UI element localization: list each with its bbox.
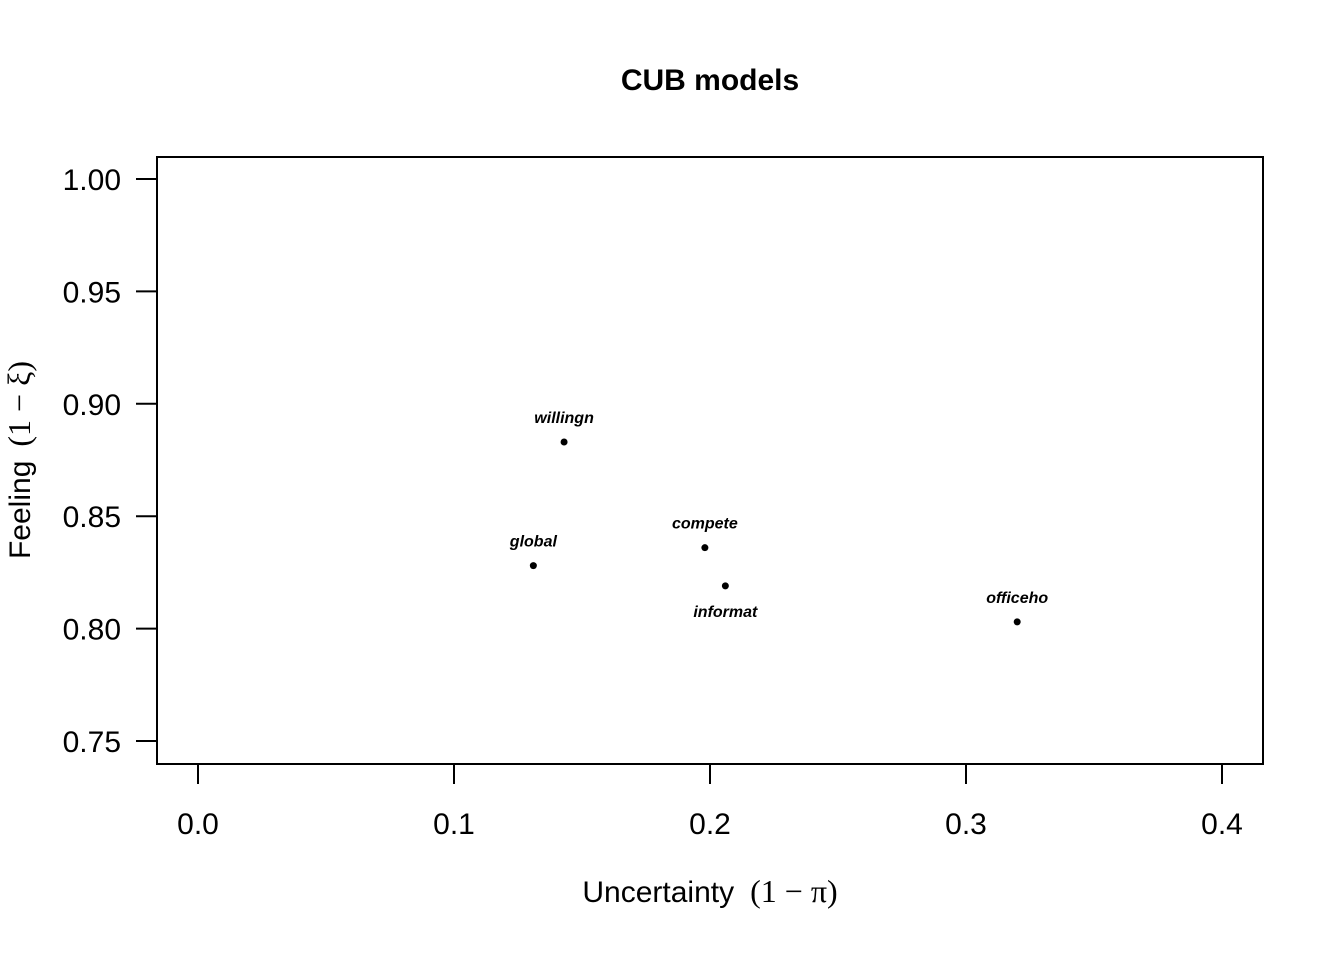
y-axis-label-text: Feeling: [4, 461, 37, 559]
y-axis: 0.75 0.80 0.85 0.90 0.95 1.00: [63, 164, 158, 759]
y-tick-label: 0.85: [63, 501, 121, 534]
data-point-willingn: [560, 438, 568, 446]
y-tick-label: 0.75: [63, 726, 121, 759]
data-point-compete: [701, 544, 709, 552]
data-point-global: [529, 562, 537, 570]
x-tick-label: 0.4: [1201, 808, 1243, 841]
point-label-informat: informat: [693, 604, 758, 621]
y-tick-label: 0.80: [63, 614, 121, 647]
x-tick-label: 0.3: [945, 808, 987, 841]
point-label-willingn: willingn: [534, 410, 594, 427]
x-axis-label-math: (1 − π): [750, 873, 838, 909]
point-label-officeho: officeho: [986, 590, 1048, 607]
y-tick-label: 0.90: [63, 389, 121, 422]
plot-frame: [156, 156, 1264, 765]
x-axis-label-text: Uncertainty: [582, 876, 734, 909]
data-points: willingn global compete informat officeho: [509, 410, 1048, 626]
x-tick-label: 0.2: [689, 808, 731, 841]
y-tick-label: 0.95: [63, 276, 121, 309]
point-label-global: global: [509, 534, 558, 551]
y-tick-label: 1.00: [63, 164, 121, 197]
x-tick-label: 0.1: [433, 808, 475, 841]
data-point-officeho: [1013, 618, 1021, 626]
y-axis-label: Feeling (1 − ξ): [1, 361, 37, 559]
data-point-informat: [721, 582, 729, 590]
x-axis-label: Uncertainty (1 − π): [582, 873, 837, 909]
x-axis: 0.0 0.1 0.2 0.3 0.4: [177, 763, 1243, 841]
x-tick-label: 0.0: [177, 808, 219, 841]
point-label-compete: compete: [672, 516, 738, 533]
chart-title: CUB models: [621, 64, 799, 97]
y-axis-label-math: (1 − ξ): [1, 361, 37, 447]
